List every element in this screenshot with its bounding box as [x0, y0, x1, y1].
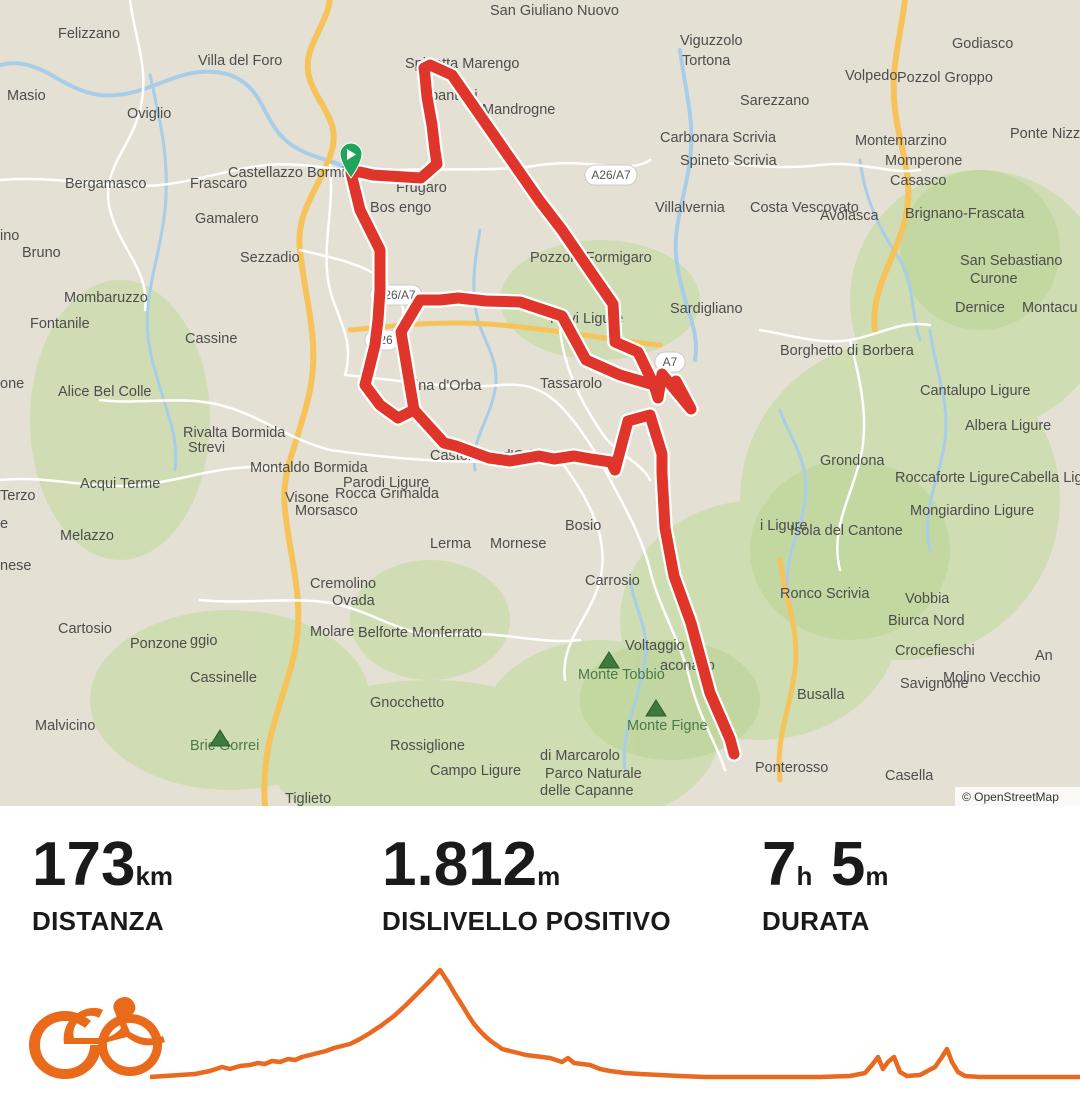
svg-text:San Sebastiano: San Sebastiano: [960, 253, 1062, 269]
svg-text:di Marcarolo: di Marcarolo: [540, 748, 620, 764]
svg-text:Albera Ligure: Albera Ligure: [965, 418, 1051, 434]
svg-text:Casella: Casella: [885, 768, 934, 784]
svg-text:Rivalta Bormida: Rivalta Bormida: [183, 425, 286, 441]
svg-text:Tiglieto: Tiglieto: [285, 791, 331, 806]
svg-text:Frascaro: Frascaro: [190, 176, 247, 192]
svg-text:Cassinelle: Cassinelle: [190, 670, 257, 686]
svg-text:Casasco: Casasco: [890, 173, 946, 189]
svg-text:Parco Naturale: Parco Naturale: [545, 766, 642, 782]
svg-text:Lerma: Lerma: [430, 536, 472, 552]
svg-text:© OpenStreetMap: © OpenStreetMap: [962, 790, 1059, 804]
svg-text:ina d'Orba: ina d'Orba: [415, 378, 482, 394]
svg-text:Cabella Ligu: Cabella Ligu: [1010, 470, 1080, 486]
svg-text:Ponzone: Ponzone: [130, 636, 187, 652]
svg-text:Gamalero: Gamalero: [195, 211, 259, 227]
svg-text:Parodi Ligure: Parodi Ligure: [343, 475, 429, 491]
svg-text:Bos engo: Bos engo: [370, 200, 431, 216]
svg-text:Cassine: Cassine: [185, 331, 237, 347]
svg-text:Bosio: Bosio: [565, 518, 601, 534]
svg-text:i Ligure: i Ligure: [760, 518, 808, 534]
svg-text:Bruno: Bruno: [22, 245, 61, 261]
svg-text:Busalla: Busalla: [797, 687, 845, 703]
svg-text:Alice Bel Colle: Alice Bel Colle: [58, 384, 152, 400]
svg-text:Mornese: Mornese: [490, 536, 546, 552]
svg-text:Campo Ligure: Campo Ligure: [430, 763, 521, 779]
svg-text:Terzo: Terzo: [0, 488, 35, 504]
svg-text:Sarezzano: Sarezzano: [740, 93, 809, 109]
svg-text:Gnocchetto: Gnocchetto: [370, 695, 444, 711]
svg-text:Ovada: Ovada: [332, 593, 376, 609]
svg-text:Masio: Masio: [7, 88, 46, 104]
svg-text:ino: ino: [0, 228, 19, 244]
svg-text:San Giuliano Nuovo: San Giuliano Nuovo: [490, 3, 619, 19]
svg-text:Ponterosso: Ponterosso: [755, 760, 828, 776]
svg-text:Carbonara Scrivia: Carbonara Scrivia: [660, 130, 777, 146]
svg-text:Biurca Nord: Biurca Nord: [888, 613, 965, 629]
svg-text:Montemarzino: Montemarzino: [855, 133, 947, 149]
svg-text:Castellazzo Bormida: Castellazzo Bormida: [228, 165, 362, 181]
svg-text:Brignano-Frascata: Brignano-Frascata: [905, 206, 1025, 222]
svg-text:Villa del Foro: Villa del Foro: [198, 53, 282, 69]
svg-text:Bergamasco: Bergamasco: [65, 176, 146, 192]
svg-text:Pozzol Groppo: Pozzol Groppo: [897, 70, 993, 86]
svg-text:Momperone: Momperone: [885, 153, 962, 169]
svg-text:delle Capanne: delle Capanne: [540, 783, 634, 799]
svg-text:Crocefieschi: Crocefieschi: [895, 643, 975, 659]
svg-text:ggio: ggio: [190, 633, 217, 649]
svg-text:Cremolino: Cremolino: [310, 576, 376, 592]
svg-text:Molare: Molare: [310, 624, 354, 640]
svg-text:Godiasco: Godiasco: [952, 36, 1013, 52]
svg-text:Borghetto di Borbera: Borghetto di Borbera: [780, 343, 915, 359]
svg-text:Melazzo: Melazzo: [60, 528, 114, 544]
svg-text:Felizzano: Felizzano: [58, 26, 120, 42]
svg-text:Ronco Scrivia: Ronco Scrivia: [780, 586, 870, 602]
svg-text:Tortona: Tortona: [682, 53, 731, 69]
svg-text:Sezzadio: Sezzadio: [240, 250, 300, 266]
svg-text:An: An: [1035, 648, 1053, 664]
svg-text:Monte Figne: Monte Figne: [627, 718, 708, 734]
svg-text:Dernice: Dernice: [955, 300, 1005, 316]
svg-text:Belforte Monferrato: Belforte Monferrato: [358, 625, 482, 641]
svg-text:Malvicino: Malvicino: [35, 718, 95, 734]
svg-text:A26/A7: A26/A7: [591, 168, 631, 182]
svg-text:Montaldo Bormida: Montaldo Bormida: [250, 460, 369, 476]
svg-text:Monte Tobbio: Monte Tobbio: [578, 667, 665, 683]
svg-text:Morsasco: Morsasco: [295, 503, 358, 519]
svg-text:Spineto Scrivia: Spineto Scrivia: [680, 153, 778, 169]
svg-text:Vobbia: Vobbia: [905, 591, 950, 607]
svg-text:nese: nese: [0, 558, 31, 574]
svg-text:Villalvernia: Villalvernia: [655, 200, 726, 216]
svg-text:Molino Vecchio: Molino Vecchio: [943, 670, 1041, 686]
svg-text:Ponte Nizz: Ponte Nizz: [1010, 126, 1080, 142]
svg-text:Acqui Terme: Acqui Terme: [80, 476, 160, 492]
svg-text:Voltaggio: Voltaggio: [625, 638, 685, 654]
svg-text:Grondona: Grondona: [820, 453, 885, 469]
svg-text:Curone: Curone: [970, 271, 1018, 287]
svg-text:Volpedo: Volpedo: [845, 68, 897, 84]
svg-text:Mongiardino Ligure: Mongiardino Ligure: [910, 503, 1034, 519]
svg-text:Tassarolo: Tassarolo: [540, 376, 602, 392]
svg-text:Fontanile: Fontanile: [30, 316, 90, 332]
svg-text:Carrosio: Carrosio: [585, 573, 640, 589]
svg-text:Strevi: Strevi: [188, 440, 225, 456]
svg-text:Viguzzolo: Viguzzolo: [680, 33, 743, 49]
svg-text:Sardigliano: Sardigliano: [670, 301, 743, 317]
svg-text:Cartosio: Cartosio: [58, 621, 112, 637]
svg-text:Roccaforte Ligure: Roccaforte Ligure: [895, 470, 1009, 486]
svg-text:one: one: [0, 376, 24, 392]
svg-text:e: e: [0, 516, 8, 532]
svg-text:Oviglio: Oviglio: [127, 106, 171, 122]
svg-text:Avolasca: Avolasca: [820, 208, 880, 224]
svg-text:Rossiglione: Rossiglione: [390, 738, 465, 754]
svg-text:Cantalupo Ligure: Cantalupo Ligure: [920, 383, 1030, 399]
svg-text:Mombaruzzo: Mombaruzzo: [64, 290, 148, 306]
svg-text:Mandrogne: Mandrogne: [482, 102, 555, 118]
svg-text:Montacu: Montacu: [1022, 300, 1078, 316]
